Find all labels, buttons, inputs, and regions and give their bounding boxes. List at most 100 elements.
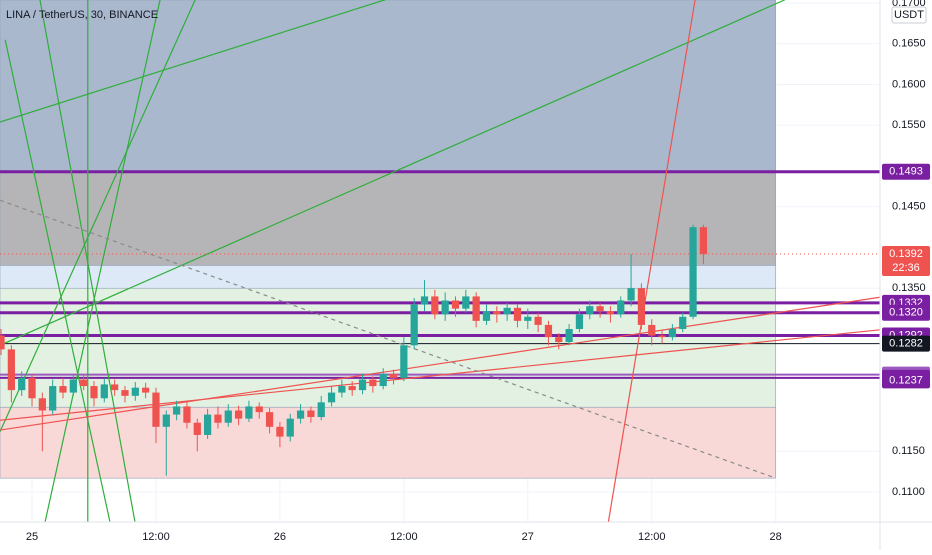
candle-body bbox=[555, 337, 563, 343]
axes: 0.1100 0.1150 0.1350 0.1450 0.1550 0.1600 0.16… bbox=[26, 0, 930, 543]
x-tick-label: 12:00 bbox=[638, 531, 666, 543]
candle-body bbox=[327, 392, 336, 403]
y-tick-label: 0.1650 bbox=[892, 38, 926, 50]
candle-body bbox=[0, 335, 5, 350]
trend-line bbox=[0, 296, 880, 431]
candle-body bbox=[679, 316, 687, 330]
x-tick-label: 12:00 bbox=[142, 531, 170, 543]
zone bbox=[0, 287, 776, 408]
trend-line bbox=[4, 39, 111, 522]
price-label-box bbox=[882, 163, 930, 180]
candle-body bbox=[410, 304, 418, 346]
candle-body bbox=[565, 329, 573, 343]
trend-line bbox=[0, 0, 196, 432]
candle-body bbox=[142, 387, 150, 393]
candle-body bbox=[606, 311, 615, 315]
candle-body bbox=[69, 379, 77, 393]
y-tick-label: 0.1100 bbox=[892, 486, 925, 498]
trend-line bbox=[0, 199, 776, 479]
trend-line bbox=[44, 0, 161, 522]
candle-body bbox=[121, 390, 129, 396]
price-label: 0.1282 bbox=[889, 338, 923, 350]
trend-line bbox=[0, 0, 386, 123]
price-label-box bbox=[882, 246, 930, 277]
candle-body bbox=[162, 414, 170, 427]
currency: USDT bbox=[894, 9, 924, 21]
candle-body bbox=[296, 410, 305, 419]
candle-body bbox=[699, 227, 707, 255]
candle-body bbox=[59, 386, 67, 393]
price-label-box bbox=[882, 304, 930, 321]
candle-body bbox=[245, 406, 253, 419]
y-tick-label: 0.1150 bbox=[892, 445, 925, 457]
candle-body bbox=[451, 300, 460, 309]
candle-body bbox=[131, 387, 139, 396]
candle-body bbox=[80, 379, 88, 387]
candle-body bbox=[338, 386, 346, 393]
candle-body bbox=[503, 307, 511, 315]
chart-title: LINA / TetherUS, 30, BINANCE bbox=[6, 9, 158, 21]
candle-body bbox=[575, 314, 584, 330]
price-label: 0.1237 bbox=[889, 374, 923, 386]
candle-body bbox=[307, 410, 315, 418]
candle-body bbox=[193, 422, 201, 435]
candle-body bbox=[524, 316, 532, 321]
zone bbox=[0, 406, 776, 479]
candle-body bbox=[658, 335, 666, 338]
x-tick-label: 28 bbox=[770, 531, 782, 543]
candle-body bbox=[596, 306, 604, 312]
y-tick-label: 0.1450 bbox=[892, 201, 926, 213]
y-tick-label: 0.1350 bbox=[892, 282, 926, 294]
candle-body bbox=[100, 384, 108, 399]
candle-body bbox=[28, 377, 36, 399]
price-label: 0.1493 bbox=[889, 166, 923, 178]
candle-body bbox=[648, 324, 656, 336]
candle-body bbox=[534, 316, 542, 325]
candle-body bbox=[586, 306, 594, 315]
candle-body bbox=[317, 402, 325, 418]
candle-body bbox=[493, 311, 501, 315]
price-label-box bbox=[882, 372, 930, 389]
candle-body bbox=[389, 373, 398, 378]
zone bbox=[0, 265, 776, 289]
candle-body bbox=[689, 227, 697, 317]
candle-body bbox=[369, 379, 377, 387]
candle-body bbox=[617, 300, 625, 315]
candle-body bbox=[224, 410, 232, 423]
candle-body bbox=[400, 345, 408, 378]
candle-body bbox=[265, 412, 274, 427]
plot-area bbox=[0, 0, 880, 522]
candle-body bbox=[668, 329, 677, 338]
candle-body bbox=[627, 288, 635, 301]
trend-line bbox=[0, 329, 880, 421]
candle-body bbox=[203, 414, 212, 435]
candle-body bbox=[431, 296, 439, 315]
candle-body bbox=[173, 406, 181, 415]
candle-body bbox=[111, 384, 119, 391]
candle-body bbox=[183, 406, 191, 423]
candle-body bbox=[255, 406, 263, 413]
y-tick-label: 0.1600 bbox=[892, 78, 926, 90]
candle-body bbox=[7, 349, 15, 391]
x-tick-label: 25 bbox=[26, 531, 38, 543]
price-label: 0.1320 bbox=[889, 307, 923, 319]
candle-body bbox=[482, 311, 491, 321]
x-tick-label: 12:00 bbox=[390, 531, 418, 543]
zone bbox=[0, 0, 776, 173]
candle-body bbox=[234, 410, 243, 419]
countdown: 22:36 bbox=[892, 262, 920, 274]
candle-body bbox=[286, 418, 294, 437]
y-tick-label: 0.1550 bbox=[892, 119, 926, 131]
candle-body bbox=[358, 379, 367, 391]
trend-line bbox=[607, 0, 696, 522]
candle-body bbox=[38, 398, 46, 411]
price-label: 0.1392 bbox=[889, 248, 923, 260]
candle-body bbox=[276, 426, 284, 437]
candle-body bbox=[420, 296, 429, 305]
candle-body bbox=[544, 324, 553, 338]
candle-body bbox=[90, 386, 98, 399]
candle-body bbox=[49, 386, 57, 411]
candle-body bbox=[513, 307, 522, 321]
